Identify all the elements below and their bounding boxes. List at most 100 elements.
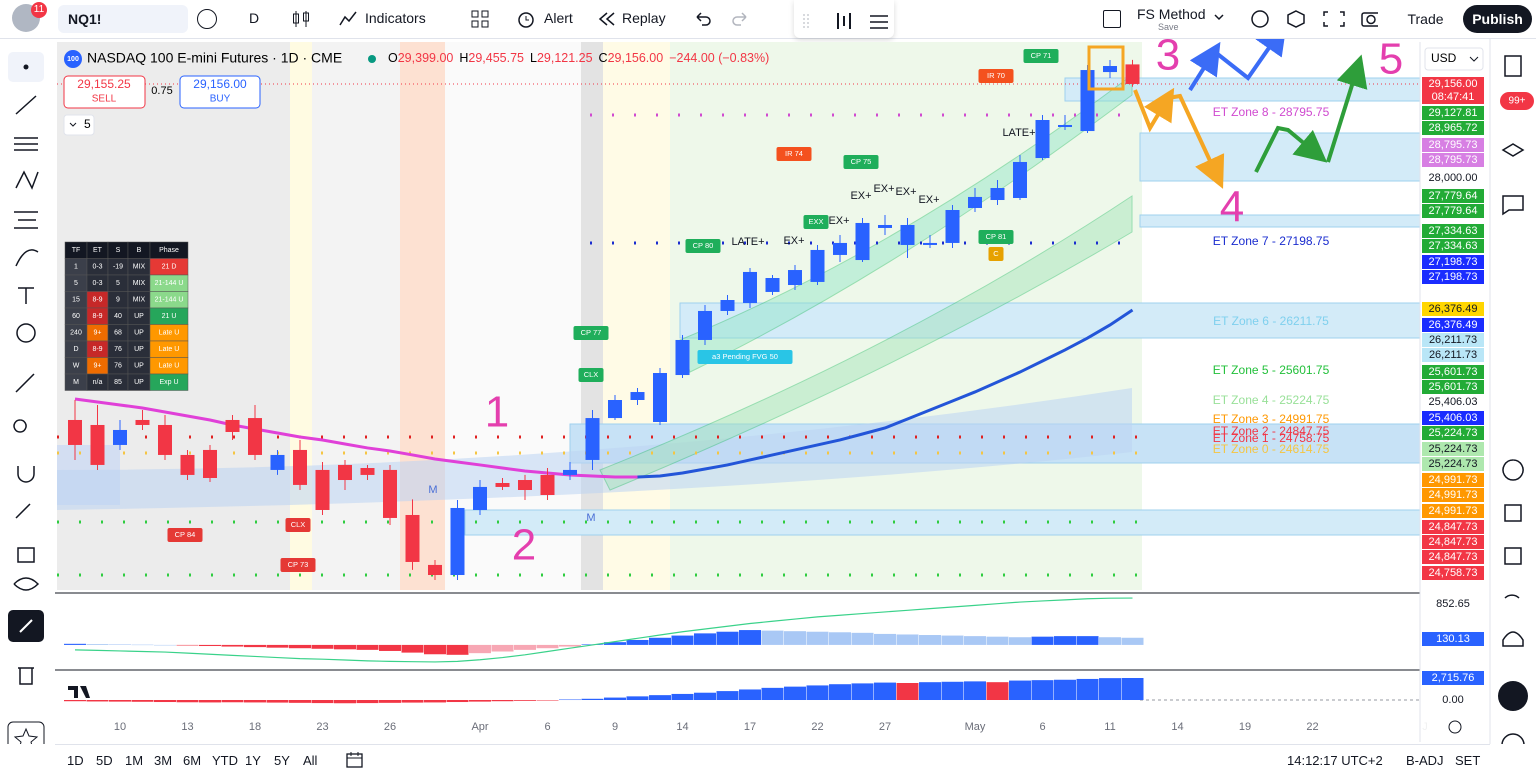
table-text: MIX [133,280,146,287]
table-text: 1 [74,264,78,271]
hotlist-button[interactable] [1498,681,1528,711]
publish-button[interactable]: Publish [1463,5,1532,33]
left-toolbar [0,39,52,744]
price-badge [1422,138,1484,152]
signal-tag [685,239,721,253]
annotation-number: 1 [485,388,509,437]
sell-button[interactable] [63,75,146,109]
candle-body [653,373,667,422]
compare-button[interactable] [197,9,217,29]
buy-button[interactable] [179,75,261,109]
histogram-bar [626,696,649,701]
top-right-icons[interactable] [1248,7,1378,31]
candle-body [855,222,870,261]
histogram-bar [109,700,131,702]
price-badge [1422,90,1484,104]
chart-type-icon[interactable] [292,9,310,29]
table-text: Late U [159,346,180,353]
price-badge [1422,632,1484,646]
floating-tools[interactable] [800,10,890,32]
x-tick-label: May [965,721,986,733]
scale-settings[interactable] [1448,720,1462,734]
adjustment[interactable]: B-ADJ [1406,753,1444,768]
clock[interactable]: 14:12:17 UTC+2 [1287,753,1383,768]
signal-tag [578,368,604,382]
period-button[interactable]: 3M [154,753,173,768]
layout-menu[interactable] [1213,13,1225,23]
indicators-button[interactable]: Indicators [365,10,426,26]
utility-tools[interactable] [13,373,40,591]
period-button[interactable]: YTD [212,753,238,768]
interval[interactable]: D [249,10,260,26]
currency-button[interactable] [1424,47,1484,71]
help-button[interactable] [1501,733,1525,744]
period-button[interactable]: 1D [67,753,84,768]
period-button[interactable]: All [303,753,318,768]
drawing-tools[interactable] [14,95,39,304]
undo-button[interactable] [694,11,712,27]
price-label: 24,991.73 [1429,505,1478,517]
alert-button[interactable]: Alert [544,10,573,26]
collapse-button[interactable] [63,114,95,136]
period-button[interactable]: 1Y [245,753,261,768]
layout-name[interactable]: FS Method [1137,6,1206,22]
histogram-bar [716,631,739,645]
period-button[interactable]: 5D [96,753,113,768]
arrow [1326,54,1368,163]
histogram-bar [1076,678,1099,701]
histogram-bar [64,700,86,702]
period-button[interactable]: 5Y [274,753,290,768]
table-text: Late U [159,363,180,370]
signal-text: EX+ [783,235,804,247]
period-button[interactable]: 1M [125,753,144,768]
symbol-search[interactable]: NQ1! [58,5,188,33]
replay-button[interactable]: Replay [622,10,666,26]
table-text: 21-144 U [155,280,184,287]
candle-body [270,454,285,470]
right-tools-bottom[interactable] [1502,459,1524,647]
histogram-bar [176,644,199,646]
redo-button[interactable] [731,11,749,27]
overlays [74,308,1134,479]
signal-text: CLX [584,370,599,379]
indicator-panes [64,597,1144,704]
price-label: 27,334.63 [1429,225,1478,237]
candle-body [900,224,915,245]
templates-icon[interactable] [471,10,489,28]
period-button[interactable]: 6M [183,753,202,768]
candle-body [675,339,690,376]
candle-body [428,564,442,576]
histogram-bar [401,700,424,703]
signal-text: IR 70 [987,71,1005,80]
x-tick-label: 22 [1306,721,1318,733]
table-text: Phase [159,247,179,254]
arrow [1167,93,1225,189]
layout-save[interactable]: Save [1158,22,1179,32]
candle-body [518,480,532,491]
candle-body [743,271,757,303]
emoji-tool[interactable] [16,323,36,343]
goto-date[interactable] [345,751,365,769]
session[interactable]: SET [1455,753,1481,768]
candle-body [923,242,937,245]
favorites-tool[interactable] [7,721,45,744]
signal-text: EX+ [918,194,939,206]
table-text: 0-3 [92,264,102,271]
ohlc-value: 29,121.25 [537,51,593,65]
trade-button[interactable]: Trade [1407,11,1444,27]
notification-badge: 11 [31,2,47,18]
price-label: 25,601.73 [1429,381,1478,393]
signal-text: CP 81 [986,232,1007,241]
histogram-bar [356,644,379,650]
histogram-bar [536,644,559,649]
candle-body [405,514,420,562]
layout-icon[interactable] [1103,10,1121,28]
candle-body [630,392,645,401]
trash-tool[interactable] [18,667,34,685]
histogram-bar [694,692,716,701]
histogram-bar [964,681,986,701]
table-text: 60 [72,313,80,320]
signal-tag [285,518,311,532]
histogram-bar [1121,637,1144,645]
x-tick-label: 9 [612,721,618,733]
